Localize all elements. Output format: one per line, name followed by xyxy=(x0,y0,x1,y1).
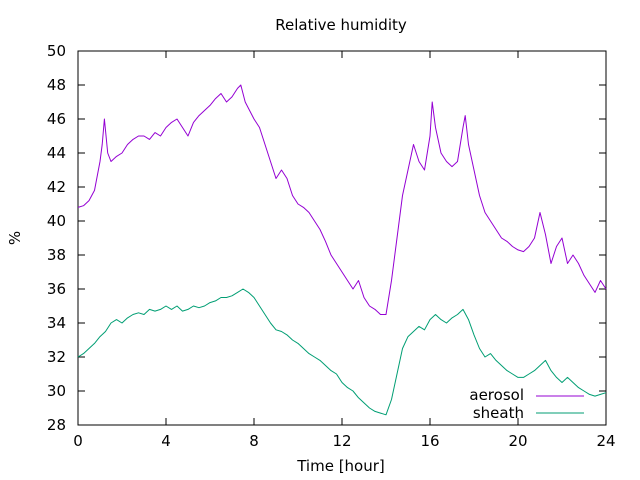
legend-label-sheath: sheath xyxy=(473,404,524,422)
y-tick-label: 32 xyxy=(47,348,66,366)
legend: aerosol sheath xyxy=(469,386,584,422)
x-axis: 0 4 8 12 16 20 24 xyxy=(73,51,616,450)
x-axis-label: Time [hour] xyxy=(296,457,385,475)
chart-title: Relative humidity xyxy=(275,16,407,34)
x-tick-label: 20 xyxy=(508,432,527,450)
y-tick-label: 42 xyxy=(47,178,66,196)
x-tick-label: 12 xyxy=(332,432,351,450)
legend-label-aerosol: aerosol xyxy=(469,386,524,404)
series-layer xyxy=(77,84,607,416)
series-line-sheath xyxy=(77,288,607,416)
x-tick-label: 16 xyxy=(420,432,439,450)
y-tick-label: 38 xyxy=(47,246,66,264)
x-tick-label: 0 xyxy=(73,432,83,450)
x-tick-label: 4 xyxy=(161,432,171,450)
y-tick-label: 28 xyxy=(47,416,66,434)
y-tick-label: 46 xyxy=(47,110,66,128)
y-tick-label: 44 xyxy=(47,144,66,162)
y-axis: 28 30 32 34 36 38 40 42 44 46 48 50 xyxy=(47,42,606,434)
y-tick-label: 30 xyxy=(47,382,66,400)
y-tick-label: 40 xyxy=(47,212,66,230)
x-tick-label: 8 xyxy=(249,432,259,450)
y-tick-label: 50 xyxy=(47,42,66,60)
series-line-aerosol xyxy=(77,84,607,315)
x-tick-label: 24 xyxy=(596,432,615,450)
y-axis-label: % xyxy=(6,231,24,245)
y-tick-label: 48 xyxy=(47,76,66,94)
plot-frame xyxy=(77,50,607,426)
y-tick-label: 34 xyxy=(47,314,66,332)
y-tick-label: 36 xyxy=(47,280,66,298)
